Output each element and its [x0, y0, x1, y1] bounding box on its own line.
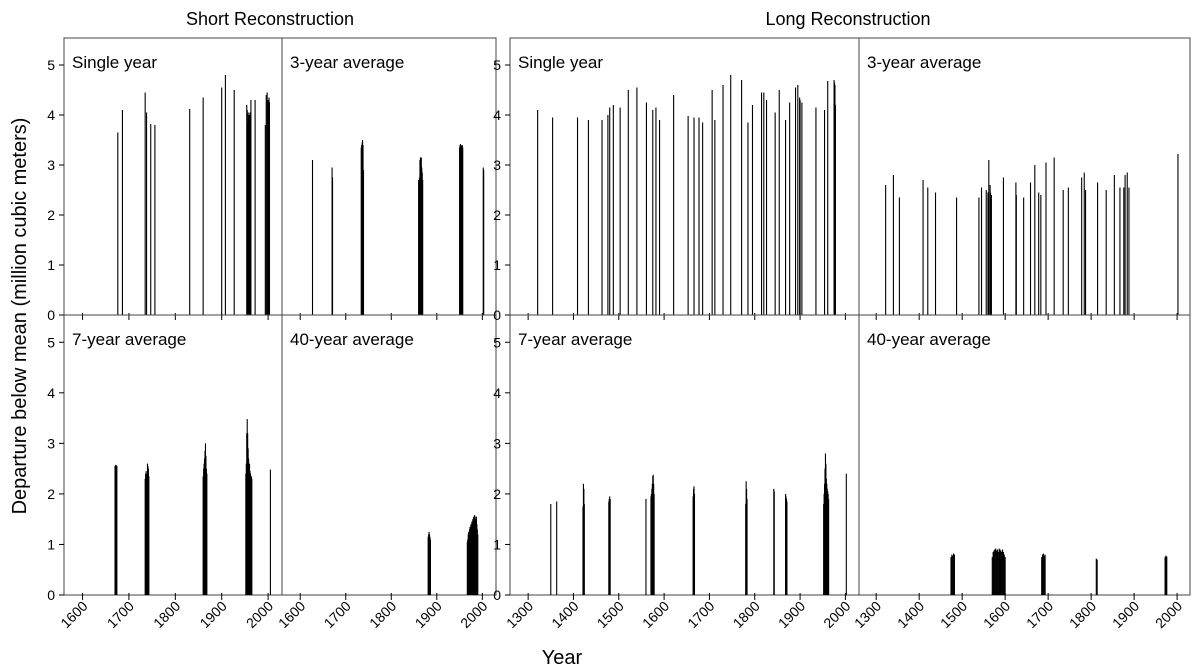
y-tick-label: 0	[493, 307, 501, 323]
x-tick-label: 2000	[243, 598, 276, 631]
x-tick-label: 1700	[321, 598, 354, 631]
x-tick-label: 1400	[548, 598, 581, 631]
panel-label: 3-year average	[867, 53, 981, 72]
x-tick-label: 1900	[1109, 598, 1142, 631]
x-tick-label: 1600	[275, 598, 308, 631]
x-tick-label: 1800	[730, 598, 763, 631]
y-tick-label: 2	[47, 486, 55, 502]
x-tick-label: 2000	[457, 598, 490, 631]
x-tick-label: 1700	[1023, 598, 1056, 631]
y-tick-label: 4	[47, 107, 55, 123]
y-tick-label: 3	[47, 435, 55, 451]
x-tick-label: 1900	[196, 598, 229, 631]
x-tick-label: 1300	[503, 598, 536, 631]
panel-short-40yr: 40-year average 1600 1700 1800 1900 2000	[275, 314, 497, 631]
panel-frame	[858, 314, 1191, 596]
y-tick-label: 3	[47, 157, 55, 173]
y-tick-label: 4	[47, 385, 55, 401]
panel-frame	[509, 37, 860, 316]
y-tick-label: 1	[493, 257, 501, 273]
x-tick-label: 1300	[851, 598, 884, 631]
panel-long-7yr: 7-year average 1300 1400 1500 1600 1700 1800 19…	[493, 314, 860, 631]
x-tick-label: 2000	[820, 598, 853, 631]
x-tick-label: 1800	[150, 598, 183, 631]
chart-panels: Single year 0 1 2 3 4 5 3-year average 7-year av…	[47, 37, 1191, 631]
group-title-short: Short Reconstruction	[186, 9, 354, 29]
panel-label: Single year	[72, 53, 157, 72]
x-tick-label: 1500	[594, 598, 627, 631]
panel-long-3yr: 3-year average	[858, 37, 1191, 320]
x-axis-title: Year	[542, 647, 583, 669]
panel-label: 7-year average	[518, 330, 632, 349]
x-tick-label: 1700	[684, 598, 717, 631]
x-tick-label: 1900	[775, 598, 808, 631]
x-tick-label: 1600	[980, 598, 1013, 631]
panel-frame	[858, 37, 1191, 316]
x-tick-label: 1600	[639, 598, 672, 631]
y-tick-label: 3	[493, 435, 501, 451]
y-tick-label: 1	[47, 257, 55, 273]
panel-label: Single year	[518, 53, 603, 72]
y-tick-label: 0	[47, 307, 55, 323]
x-tick-label: 1500	[937, 598, 970, 631]
x-tick-label: 1700	[104, 598, 137, 631]
panel-long-40yr: 40-year average 1300 1400 1500 1600 1700 1800 1…	[851, 314, 1191, 631]
y-tick-label: 1	[493, 536, 501, 552]
x-tick-label: 1900	[412, 598, 445, 631]
x-tick-label: 1600	[57, 598, 90, 631]
panel-label: 40-year average	[290, 330, 414, 349]
x-tick-label: 2000	[1152, 598, 1185, 631]
y-tick-label: 5	[493, 334, 501, 350]
y-tick-label: 5	[47, 334, 55, 350]
y-tick-label: 1	[47, 536, 55, 552]
panel-frame	[281, 314, 497, 596]
y-tick-label: 2	[493, 486, 501, 502]
panel-frame	[281, 37, 497, 316]
y-tick-label: 2	[47, 207, 55, 223]
panel-long-single: Single year 0 1 2 3 4 5	[493, 37, 860, 323]
x-tick-label: 1400	[894, 598, 927, 631]
y-tick-label: 0	[493, 587, 501, 603]
x-tick-label: 1800	[366, 598, 399, 631]
panel-frame	[509, 314, 860, 596]
panel-short-3yr: 3-year average	[281, 37, 497, 320]
panel-short-single: Single year 0 1 2 3 4 5	[47, 37, 283, 323]
panel-label: 7-year average	[72, 330, 186, 349]
y-tick-label: 3	[493, 157, 501, 173]
panel-short-7yr: 7-year average 1600 1700 1800 1900 2000 0 1 2 3 4 5	[47, 314, 283, 631]
x-tick-label: 1800	[1066, 598, 1099, 631]
y-tick-label: 0	[47, 587, 55, 603]
group-title-long: Long Reconstruction	[765, 9, 930, 29]
y-tick-label: 4	[493, 385, 501, 401]
y-tick-label: 5	[47, 57, 55, 73]
y-tick-label: 4	[493, 107, 501, 123]
y-tick-label: 5	[493, 57, 501, 73]
panel-label: 3-year average	[290, 53, 404, 72]
y-tick-label: 2	[493, 207, 501, 223]
panel-label: 40-year average	[867, 330, 991, 349]
y-axis-title: Departure below mean (million cubic mete…	[9, 118, 31, 515]
